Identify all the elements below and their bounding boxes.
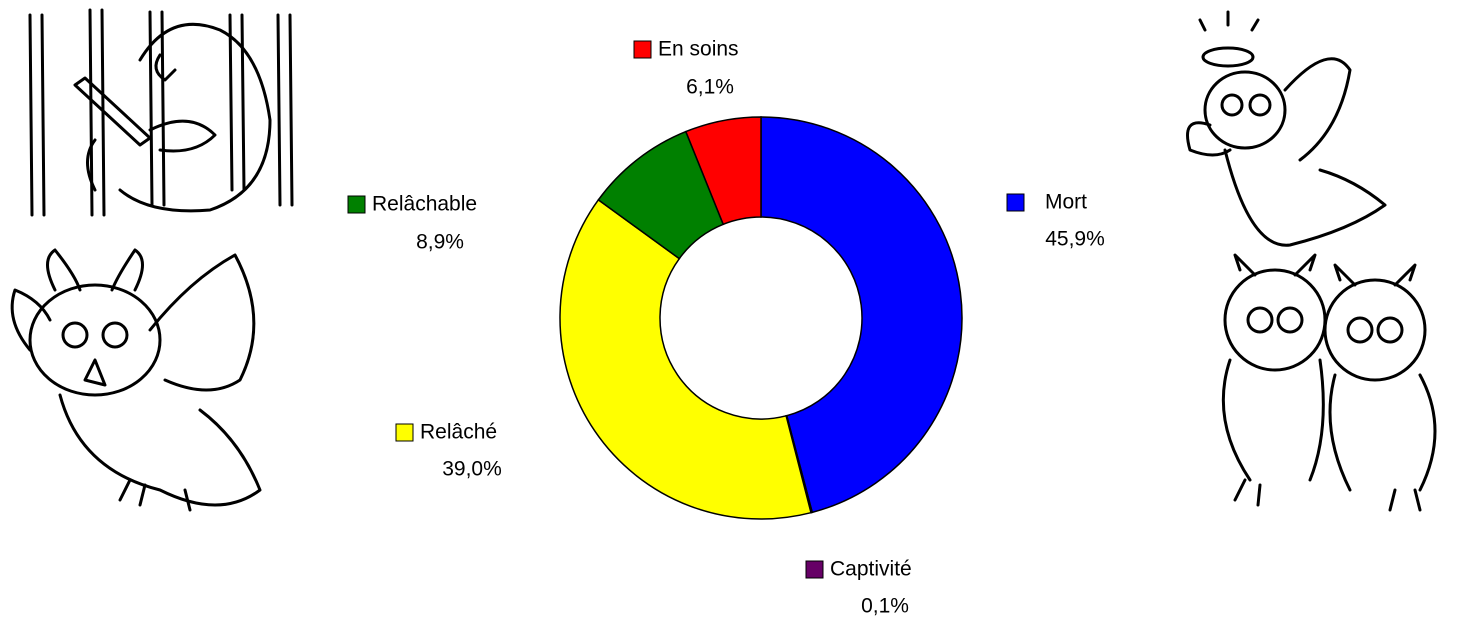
value-label: 0,1%: [861, 595, 909, 617]
legend-swatch: [634, 41, 651, 58]
category-label: Captivité: [830, 558, 912, 581]
crying-owls-sketch: [1223, 255, 1435, 510]
value-label: 6,1%: [686, 76, 734, 99]
page: Mort 45,9% Captivité 0,1% Relâché 39,0% Relâch…: [0, 0, 1477, 617]
category-label: Relâchable: [372, 193, 477, 216]
legend-swatch: [396, 424, 413, 441]
value-label: 39,0%: [442, 458, 502, 481]
category-label: En soins: [658, 38, 739, 61]
category-label: Mort: [1045, 191, 1087, 214]
value-label: 45,9%: [1045, 228, 1105, 251]
value-label: 8,9%: [416, 231, 464, 254]
legend-swatch: [1007, 194, 1024, 211]
flying-owl-sketch: [12, 250, 260, 510]
legend-swatch: [806, 561, 823, 578]
category-label: Relâché: [420, 421, 497, 444]
legend-swatch: [348, 196, 365, 213]
chart: Mort 45,9% Captivité 0,1% Relâché 39,0% Relâch…: [0, 0, 1477, 617]
angel-owl-sketch: [1188, 12, 1386, 245]
caged-bird-sketch: [30, 10, 292, 215]
